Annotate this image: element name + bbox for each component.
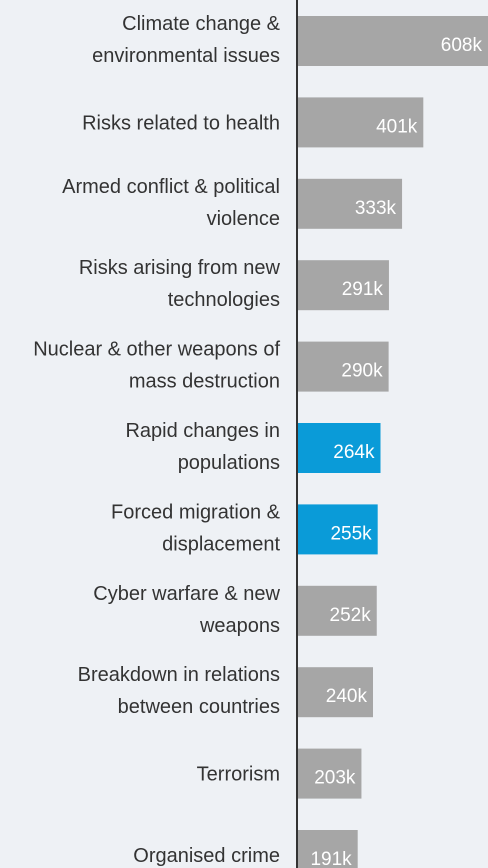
- category-label: Cyber warfare & new weapons: [93, 583, 280, 637]
- category-label: Climate change & environmental issues: [92, 13, 281, 67]
- value-label: 290k: [341, 361, 383, 382]
- bar: [298, 830, 358, 868]
- value-label: 191k: [310, 849, 352, 868]
- value-label: 240k: [326, 686, 368, 707]
- category-label: Forced migration & displacement: [111, 502, 281, 556]
- category-label: Nuclear & other weapons of mass destructi…: [33, 339, 280, 393]
- value-label: 401k: [376, 116, 418, 137]
- bar: [298, 585, 377, 636]
- bar: [298, 16, 488, 66]
- value-label: 252k: [330, 605, 372, 626]
- value-label: 291k: [342, 279, 384, 300]
- category-label: Breakdown in relations between countries: [78, 664, 280, 718]
- value-label: 203k: [314, 768, 356, 789]
- bar: [298, 504, 378, 555]
- value-label: 264k: [333, 442, 375, 463]
- category-label: Terrorism: [197, 764, 280, 786]
- category-label: Organised crime: [133, 845, 280, 867]
- bar: [298, 667, 373, 718]
- category-label: Armed conflict & political violence: [62, 176, 280, 230]
- bar: [298, 341, 389, 392]
- bar: [298, 260, 389, 311]
- value-label: 608k: [441, 35, 483, 56]
- bar: [298, 748, 362, 799]
- bar: [298, 178, 403, 229]
- category-label: Risks arising from new technologies: [79, 257, 281, 311]
- category-label: Risks related to health: [82, 113, 280, 135]
- bar: [298, 423, 381, 473]
- value-label: 333k: [355, 198, 397, 219]
- bar: [298, 97, 424, 148]
- category-label: Rapid changes in populations: [125, 420, 280, 474]
- value-label: 255k: [330, 523, 372, 544]
